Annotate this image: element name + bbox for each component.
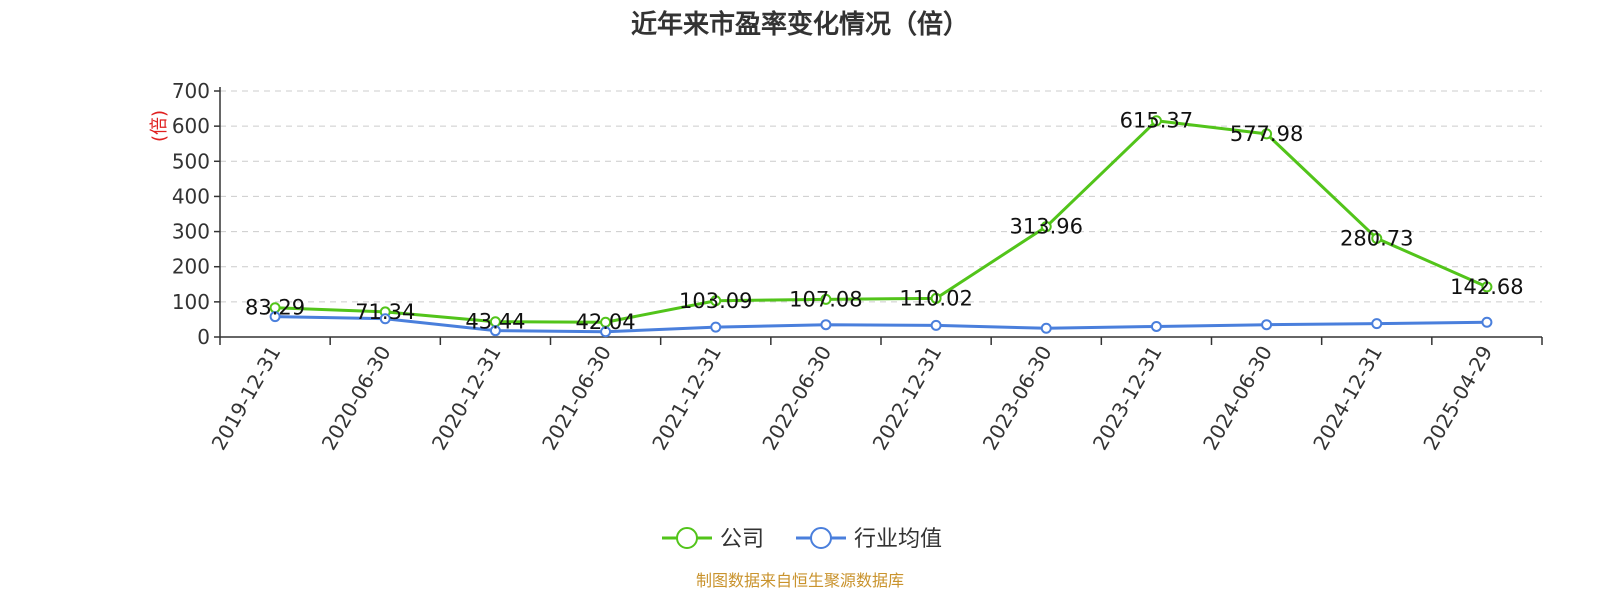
data-point[interactable] <box>600 326 612 338</box>
x-tick-label: 2022-12-31 <box>868 342 947 455</box>
y-tick-label: 300 <box>172 220 210 244</box>
data-point[interactable] <box>1040 322 1052 334</box>
data-labels: 83.29 71.34 43.44 42.04 103.09 107.08 110.02 31… <box>245 109 1524 334</box>
data-point[interactable] <box>930 319 942 331</box>
legend-marker <box>676 527 698 549</box>
data-label: 71.34 <box>355 300 415 324</box>
data-point[interactable] <box>1040 221 1052 233</box>
data-point[interactable] <box>1371 318 1383 330</box>
x-tick-label: 2020-12-31 <box>427 342 506 455</box>
y-tick-label: 400 <box>172 184 210 208</box>
x-tick-label: 2025-04-29 <box>1418 342 1497 455</box>
legend-label: 公司 <box>720 527 764 552</box>
x-tick-label: 2024-12-31 <box>1308 342 1387 455</box>
data-point[interactable] <box>1150 320 1162 332</box>
data-label: 313.96 <box>1010 215 1083 239</box>
legend-marker <box>810 527 832 549</box>
data-point[interactable] <box>710 295 722 307</box>
chart-title: 近年来市盈率变化情况（倍） <box>631 9 969 40</box>
data-label: 103.09 <box>679 289 752 313</box>
data-label: 83.29 <box>245 296 305 320</box>
data-point[interactable] <box>1150 115 1162 127</box>
x-tick-label: 2021-06-30 <box>537 342 616 455</box>
x-tick-label: 2022-06-30 <box>757 342 836 455</box>
y-tick-label: 200 <box>172 255 210 279</box>
data-label: 110.02 <box>899 286 972 310</box>
data-label: 42.04 <box>576 310 636 334</box>
data-label: 280.73 <box>1340 226 1413 250</box>
data-point[interactable] <box>930 292 942 304</box>
data-point[interactable] <box>710 321 722 333</box>
x-tick-label: 2024-06-30 <box>1198 342 1277 455</box>
data-point[interactable] <box>820 319 832 331</box>
y-tick-label: 700 <box>172 79 210 103</box>
series-line-1 <box>275 315 1487 334</box>
legend-label: 行业均值 <box>854 527 942 552</box>
data-label: 615.37 <box>1120 109 1193 133</box>
x-tick-label: 2021-12-31 <box>647 342 726 455</box>
y-tick-label: 100 <box>172 290 210 314</box>
data-point[interactable] <box>1371 232 1383 244</box>
data-label: 577.98 <box>1230 122 1303 146</box>
y-tick-label: 600 <box>172 114 210 138</box>
data-label: 43.44 <box>465 310 525 334</box>
data-point[interactable] <box>1481 281 1493 293</box>
data-point[interactable] <box>379 313 391 325</box>
legend-item-0[interactable]: 公司 <box>662 527 764 552</box>
grid-lines <box>220 90 1542 303</box>
source-note: 制图数据来自恒生聚源数据库 <box>696 571 904 590</box>
series-line-0 <box>275 119 1488 324</box>
data-point[interactable] <box>489 325 501 337</box>
series-layer <box>269 115 1493 338</box>
legend-item-1[interactable]: 行业均值 <box>796 527 942 552</box>
data-point[interactable] <box>1261 319 1273 331</box>
y-tick-label: 0 <box>197 325 210 349</box>
x-tick-label: 2023-12-31 <box>1088 342 1167 455</box>
x-tick-label: 2020-06-30 <box>317 342 396 455</box>
y-axis-label: (倍) <box>149 110 170 142</box>
data-point[interactable] <box>1481 316 1493 328</box>
data-label: 107.08 <box>789 287 862 311</box>
data-point[interactable] <box>820 293 832 305</box>
y-tick-label: 500 <box>172 149 210 173</box>
x-tick-label: 2019-12-31 <box>207 342 286 455</box>
data-point[interactable] <box>1261 128 1273 140</box>
data-label: 142.68 <box>1450 275 1523 299</box>
data-point[interactable] <box>269 311 281 323</box>
legend[interactable]: 公司 行业均值 <box>662 527 942 552</box>
x-tick-label: 2023-06-30 <box>978 342 1057 455</box>
